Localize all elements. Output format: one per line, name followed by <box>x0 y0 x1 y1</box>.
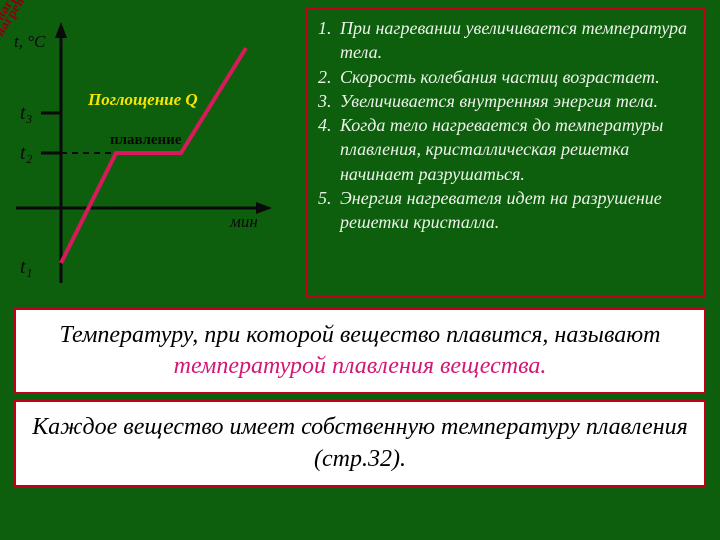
heating-graph: t, °С мин t₁ t₂ t₃ Поглощение Q плавлени… <box>6 8 296 298</box>
note-box: Каждое вещество имеет собственную темпер… <box>14 400 706 486</box>
graph-svg <box>6 8 296 298</box>
x-axis-label: мин <box>230 212 258 232</box>
info-item: 5.Энергия нагревателя идет на разрушение… <box>318 186 694 235</box>
melting-label: плавление <box>110 132 181 149</box>
t3-label: t₃ <box>20 102 33 125</box>
y-axis-label: t, °С <box>14 32 45 52</box>
definition-box: Температуру, при которой вещество плавит… <box>14 308 706 394</box>
graph-title: Поглощение Q <box>88 90 198 110</box>
definition-part1: Температуру, при которой вещество плавит… <box>60 322 661 348</box>
info-box: 1.При нагревании увеличивается температу… <box>306 8 706 298</box>
info-item: 4.Когда тело нагревается до температуры … <box>318 113 694 186</box>
t1-label: t₁ <box>20 256 33 279</box>
definition-part2: температурой плавления вещества. <box>174 353 547 379</box>
info-item: 2.Скорость колебания частиц возрастает. <box>318 65 694 89</box>
t2-label: t₂ <box>20 142 33 165</box>
info-item: 1.При нагревании увеличивается температу… <box>318 16 694 65</box>
info-item: 3.Увеличивается внутренняя энергия тела. <box>318 89 694 113</box>
